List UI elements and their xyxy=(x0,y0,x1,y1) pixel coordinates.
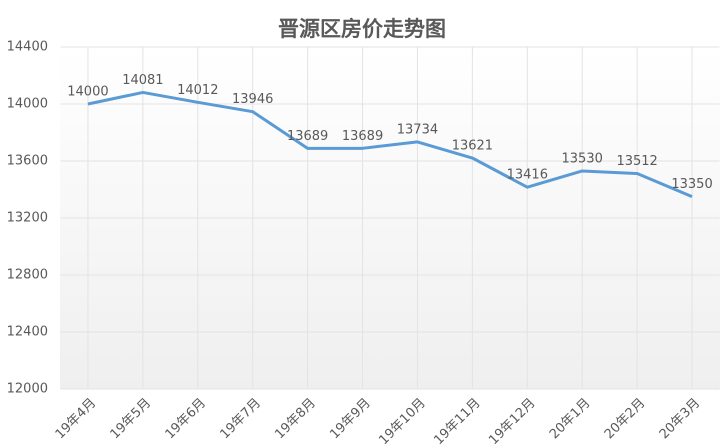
data-label: 13734 xyxy=(397,122,438,137)
x-tick-label: 19年6月 xyxy=(163,396,210,443)
data-label: 13530 xyxy=(562,151,603,166)
x-tick-label: 20年1月 xyxy=(547,396,594,443)
y-tick-label: 14400 xyxy=(7,40,48,55)
x-tick-label: 20年3月 xyxy=(657,396,704,443)
x-tick-label: 19年9月 xyxy=(327,396,374,443)
x-tick-label: 19年5月 xyxy=(108,396,155,443)
data-label: 13350 xyxy=(671,177,712,192)
x-tick-label: 19年11月 xyxy=(431,396,483,447)
data-label: 14000 xyxy=(67,85,108,100)
x-tick-label: 19年8月 xyxy=(272,396,319,443)
data-label: 14012 xyxy=(177,83,218,98)
y-tick-label: 13600 xyxy=(7,154,48,169)
data-label: 13689 xyxy=(342,129,383,144)
x-tick-label: 19年4月 xyxy=(53,396,100,443)
data-label: 14081 xyxy=(122,73,163,88)
x-tick-label: 19年12月 xyxy=(486,396,538,447)
data-label: 13416 xyxy=(507,168,548,183)
y-tick-label: 14000 xyxy=(7,97,48,112)
y-tick-label: 12800 xyxy=(7,268,48,283)
line xyxy=(87,90,693,199)
x-tick-label: 20年2月 xyxy=(602,396,649,443)
x-tick-label: 19年10月 xyxy=(376,396,428,447)
y-tick-label: 12400 xyxy=(7,325,48,340)
data-label: 13946 xyxy=(232,92,273,107)
data-label: 13512 xyxy=(616,154,657,169)
data-label: 13621 xyxy=(452,139,493,154)
data-label: 13689 xyxy=(287,129,328,144)
chart-title: 晋源区房价走势图 xyxy=(278,17,446,41)
y-tick-label: 13200 xyxy=(7,211,48,226)
x-tick-label: 19年7月 xyxy=(217,396,264,443)
y-tick-label: 12000 xyxy=(7,382,48,397)
